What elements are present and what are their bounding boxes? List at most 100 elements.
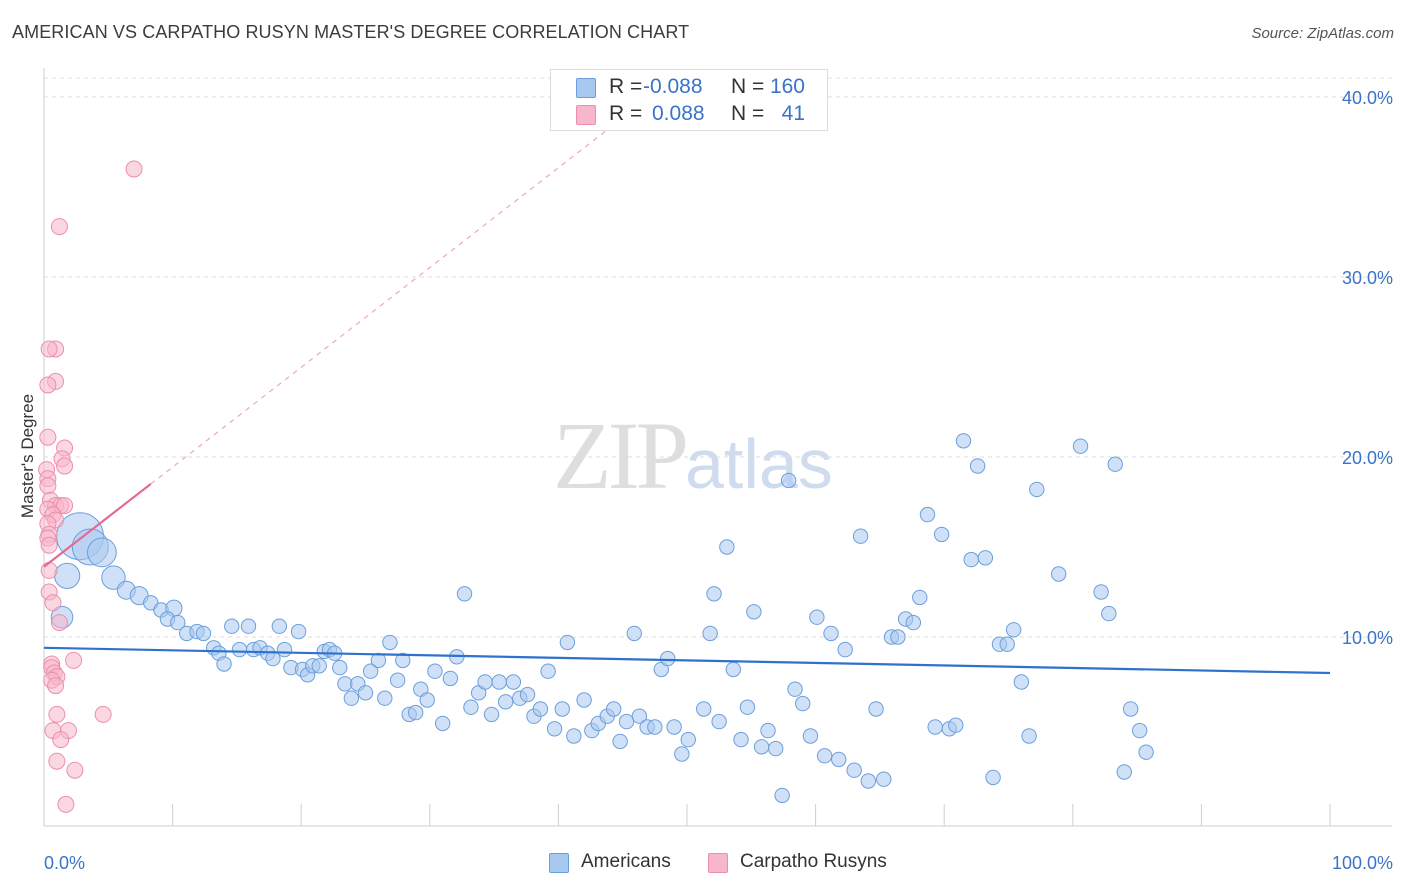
americans-point (434, 715, 451, 732)
americans-point (706, 586, 722, 602)
americans-point (831, 751, 847, 768)
carpatho-point (44, 594, 62, 612)
americans-point (696, 701, 712, 717)
americans-point (224, 618, 240, 634)
carpatho-point (66, 761, 84, 779)
americans-point (395, 652, 411, 669)
americans-point (554, 701, 570, 717)
americans-point (666, 719, 682, 735)
americans-point (370, 652, 387, 669)
americans-point (837, 641, 853, 658)
carpatho-point (50, 614, 68, 632)
americans-point (377, 690, 393, 706)
carpatho-point (40, 536, 58, 554)
carpatho-trend-line (43, 483, 152, 568)
americans-point (332, 659, 348, 676)
americans-point (660, 650, 676, 667)
americans-point (290, 623, 307, 640)
americans-point (626, 625, 642, 642)
americans-point (605, 701, 622, 717)
americans-point (407, 704, 424, 721)
americans-point (532, 701, 549, 717)
americans-point (337, 676, 353, 692)
americans-point (802, 728, 819, 744)
americans-point (795, 695, 811, 712)
americans-swatch (549, 853, 569, 873)
carpatho-point (47, 677, 65, 695)
americans-point (101, 565, 126, 590)
americans-points (50, 433, 1154, 804)
chart-source: Source: ZipAtlas.com (1251, 25, 1394, 42)
americans-point (733, 731, 749, 748)
americans-point (231, 641, 248, 658)
legend-n-label: N = (731, 102, 765, 125)
americans-point (170, 614, 186, 631)
x-tick-label: 0.0% (44, 853, 85, 873)
x-tick-label: 100.0% (1332, 853, 1393, 873)
americans-point (519, 686, 536, 703)
americans-point (540, 663, 556, 679)
americans-point (977, 550, 994, 566)
americans-trend-line (43, 646, 1331, 675)
americans-point (456, 586, 473, 602)
americans-point (546, 721, 563, 737)
americans-point (963, 551, 979, 568)
carpatho-point (48, 705, 66, 723)
americans-point (774, 787, 790, 804)
americans-point (1122, 701, 1139, 717)
americans-point (631, 708, 648, 724)
watermark: ZIPatlas (553, 400, 833, 511)
trend-lines (43, 69, 1331, 675)
americans-point (852, 528, 869, 544)
americans-point (711, 713, 727, 730)
americans-label: Americans (581, 851, 671, 872)
axes (43, 68, 1392, 827)
americans-point (702, 625, 718, 642)
americans-point (739, 699, 756, 715)
americans-point (483, 706, 500, 723)
americans-point (674, 746, 690, 762)
legend-n-label: N = (731, 75, 765, 98)
carpatho-point (40, 340, 58, 358)
americans-point (753, 739, 770, 755)
y-tick-label: 40.0% (1342, 88, 1393, 108)
americans-point (905, 614, 922, 631)
watermark-zip: ZIP (553, 402, 689, 509)
carpatho-point (39, 376, 57, 394)
carpatho-point (40, 561, 58, 579)
americans-point (969, 458, 986, 474)
americans-point (343, 690, 360, 706)
americans-point (382, 634, 398, 651)
americans-point (216, 656, 232, 672)
americans-point (912, 589, 928, 606)
legend-r-label: R = (609, 75, 643, 98)
carpatho-point (52, 731, 70, 749)
americans-point (933, 526, 950, 543)
americans-point (491, 674, 507, 690)
americans-point (1093, 584, 1109, 600)
americans-point (311, 658, 327, 674)
americans-point (948, 717, 964, 733)
americans-point (985, 769, 1001, 786)
americans-point (419, 692, 435, 708)
americans-point (816, 748, 833, 764)
carpatho-trend-extension (150, 69, 685, 485)
americans-point (566, 728, 582, 744)
carpatho-point (39, 477, 57, 495)
americans-point (868, 701, 884, 717)
americans-point (846, 762, 862, 778)
americans-point (271, 618, 288, 634)
americans-point (195, 625, 212, 642)
carpatho-point (39, 428, 57, 446)
americans-point (86, 537, 117, 568)
americans-point (477, 674, 493, 690)
carpatho-swatch (576, 105, 596, 125)
americans-point (860, 773, 877, 789)
americans-point (505, 674, 522, 690)
americans-point (1131, 722, 1148, 739)
carpatho-point (50, 218, 68, 236)
americans-point (1013, 674, 1030, 690)
americans-point (1101, 605, 1117, 622)
legend-r-value: 0.088 (652, 102, 705, 125)
